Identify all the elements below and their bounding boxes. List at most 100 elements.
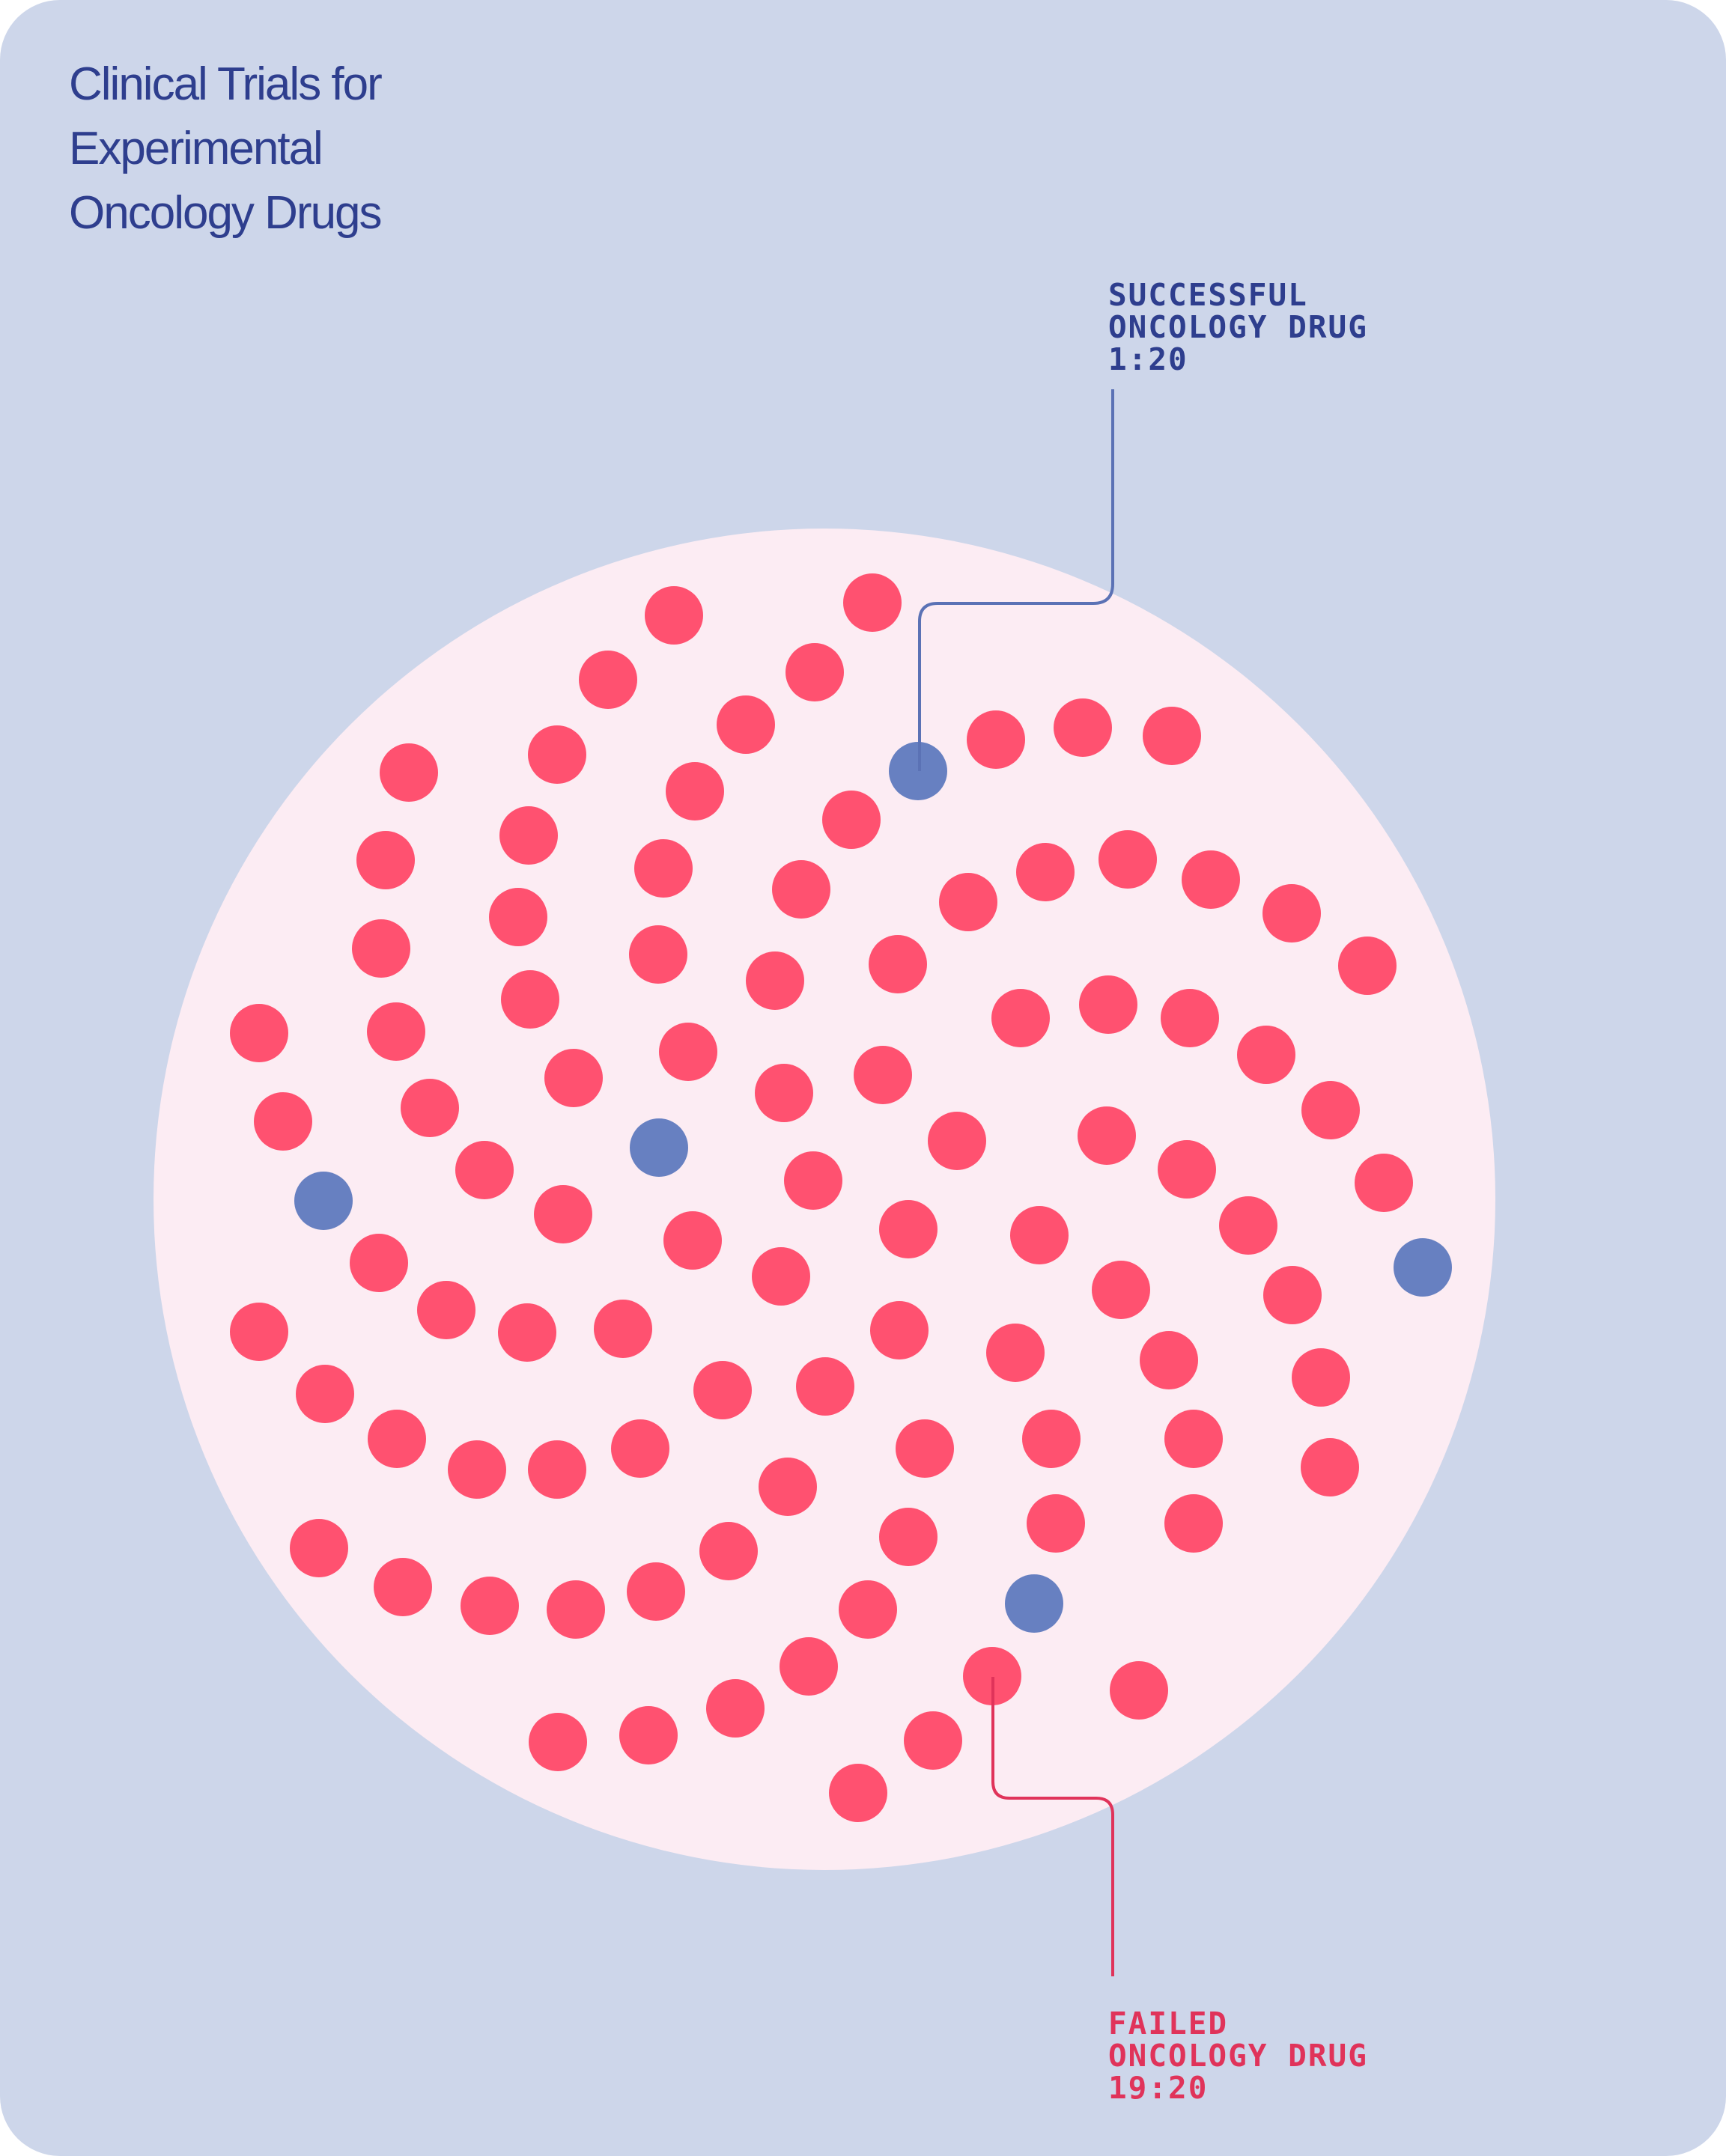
success-callout-label: ONCOLOGY DRUG [1108,309,1368,345]
failed-trial-dot [896,1419,954,1478]
successful-trial-dot [1394,1238,1452,1297]
failed-trial-dot [230,1004,288,1062]
failed-trial-dot [796,1357,854,1416]
failed-trial-dot [1022,1410,1081,1468]
failed-trial-dot [755,1064,813,1122]
failed-trial-dot [1140,1331,1198,1389]
failed-trial-dot [963,1647,1021,1705]
failed-trial-dot [611,1419,669,1478]
failed-trial-dot [230,1303,288,1361]
failed-trial-dot [1016,843,1075,901]
failed-trial-dot [629,925,687,984]
failed-trial-dot [529,1713,587,1771]
successful-trial-dot [1005,1574,1063,1633]
failed-leader-line [991,1677,1114,1976]
failed-trial-dot [1164,1410,1223,1468]
failed-trial-dot [356,831,415,889]
failed-trial-dot [350,1234,408,1292]
failed-trial-dot [1219,1196,1277,1255]
failed-trial-dot [1092,1261,1150,1319]
failed-ratio: 19:20 [1108,2070,1209,2106]
failed-trial-dot [290,1519,348,1577]
success-callout: SUCCESSFUL ONCOLOGY DRUG 1:20 [1108,279,1368,376]
failed-trial-dot [501,970,559,1029]
failed-trial-dot [1078,1106,1136,1165]
failed-trial-dot [499,806,558,865]
failed-trial-dot [659,1023,717,1081]
failed-trial-dot [579,651,637,709]
failed-trial-dot [752,1247,810,1306]
failed-trial-dot [1182,850,1240,909]
failed-trial-dot [939,873,997,931]
successful-trial-dot [630,1118,688,1177]
failed-trial-dot [1010,1206,1069,1264]
failed-trial-dot [367,1002,425,1061]
failed-trial-dot [528,725,586,784]
failed-trial-dot [534,1185,592,1243]
failed-trial-dot [1262,884,1321,943]
failed-trial-dot [1263,1266,1322,1324]
failed-trial-dot [401,1079,459,1137]
success-callout-label: SUCCESSFUL [1108,277,1308,313]
failed-trial-dot [1164,1494,1223,1553]
failed-callout-label: FAILED [1108,2006,1229,2041]
failed-trial-dot [785,643,844,701]
failed-trial-dot [627,1562,685,1621]
failed-trial-dot [417,1281,475,1339]
failed-trial-dot [1237,1026,1295,1084]
failed-trial-dot [634,839,693,898]
failed-trial-dot [1161,989,1219,1047]
failed-trial-dot [1079,975,1137,1034]
failed-trial-dot [448,1440,506,1499]
failed-trial-dot [455,1141,514,1199]
failed-trial-dot [759,1458,817,1516]
failed-trial-dot [869,935,927,993]
failed-trial-dot [1292,1348,1350,1407]
success-ratio: 1:20 [1108,341,1188,377]
failed-trial-dot [498,1303,556,1362]
failed-trial-dot [904,1711,962,1770]
failed-trial-dot [746,951,804,1010]
failed-trial-dot [986,1324,1045,1382]
failed-trial-dot [619,1706,678,1764]
failed-trial-dot [706,1679,765,1738]
failed-trial-dot [967,710,1025,769]
failed-trial-dot [380,743,438,802]
failed-trial-dot [879,1200,938,1258]
failed-trial-dot [374,1558,432,1616]
failed-trial-dot [1338,937,1397,995]
failed-trial-dot [822,791,881,849]
page-title: Clinical Trials for Experimental Oncolog… [69,52,593,246]
failed-trial-dot [594,1300,652,1358]
failed-trial-dot [693,1361,752,1419]
successful-trial-dot [294,1172,353,1230]
failed-trial-dot [879,1508,938,1566]
success-leader-line [918,389,1114,771]
failed-trial-dot [699,1522,758,1580]
failed-trial-dot [1027,1494,1085,1553]
failed-trial-dot [666,762,724,820]
failed-trial-dot [1143,707,1201,765]
failed-trial-dot [1158,1140,1216,1199]
failed-trial-dot [296,1365,354,1423]
failed-trial-dot [368,1410,426,1468]
title-line: Oncology Drugs [69,187,383,239]
failed-trial-dot [1355,1154,1413,1212]
failed-trial-dot [1301,1438,1359,1496]
failed-trial-dot [489,888,547,946]
failed-trial-dot [854,1046,912,1104]
failed-trial-dot [352,919,410,978]
failed-trial-dot [772,860,830,919]
dot-layer [230,573,1452,1822]
failed-trial-dot [1098,830,1157,889]
failed-trial-dot [843,573,902,632]
failed-trial-dot [1110,1661,1168,1720]
failed-trial-dot [461,1577,519,1635]
title-line: Experimental [69,123,323,174]
failed-callout: FAILED ONCOLOGY DRUG 19:20 [1108,2008,1368,2104]
failed-trial-dot [1054,698,1112,757]
failed-trial-dot [780,1637,838,1696]
failed-trial-dot [717,695,775,754]
